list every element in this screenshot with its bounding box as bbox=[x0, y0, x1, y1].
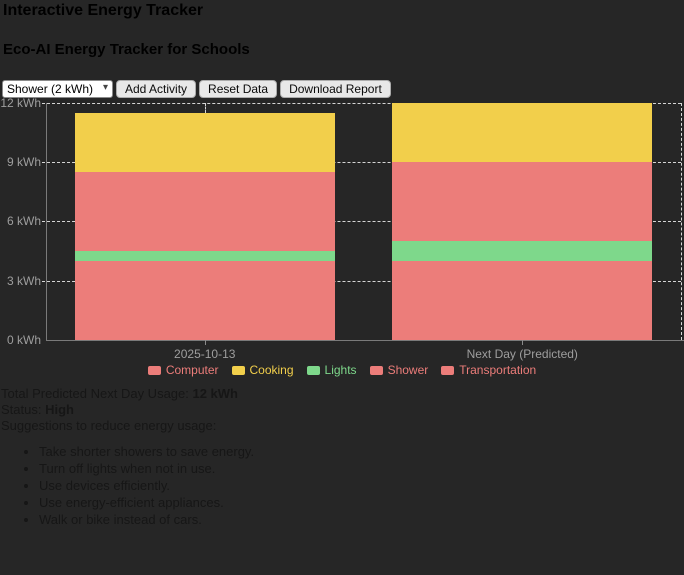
bar-segment-lights-0[interactable] bbox=[74, 251, 335, 261]
suggestion-item: Walk or bike instead of cars. bbox=[39, 511, 684, 528]
status-line: Status: High bbox=[1, 402, 684, 418]
legend-label: Lights bbox=[324, 363, 357, 377]
legend-label: Computer bbox=[165, 363, 219, 377]
suggestion-item: Turn off lights when not in use. bbox=[39, 460, 684, 477]
legend-swatch-icon bbox=[231, 365, 245, 375]
y-axis-tick-label: 6 kWh bbox=[6, 214, 41, 228]
x-axis-tick bbox=[522, 340, 524, 345]
suggestions-list: Take shorter showers to save energy. Tur… bbox=[1, 443, 684, 528]
bar-segment-transportation-1[interactable] bbox=[392, 162, 653, 202]
x-axis-line bbox=[46, 340, 684, 341]
gridline-3kwh bbox=[42, 281, 681, 282]
chart-right-border bbox=[681, 103, 682, 340]
page-title: Eco-AI Energy Tracker for Schools bbox=[3, 41, 250, 58]
reset-data-button[interactable]: Reset Data bbox=[199, 80, 278, 98]
energy-chart[interactable]: 12 kWh 9 kWh 6 kWh 3 kWh 0 kWh 2025-10-1… bbox=[0, 96, 684, 386]
bar-segment-shower-0[interactable] bbox=[74, 211, 335, 252]
bar-segment-computer-1[interactable] bbox=[392, 261, 653, 340]
legend-item-transportation[interactable]: Transportation bbox=[441, 363, 536, 377]
toolbar: Shower (2 kWh) ▾ Add Activity Reset Data… bbox=[2, 79, 684, 99]
status-value: High bbox=[45, 402, 74, 417]
gridline-12kwh bbox=[42, 103, 681, 104]
x-axis-label: Next Day (Predicted) bbox=[466, 347, 578, 361]
total-usage-label: Total Predicted Next Day Usage: bbox=[1, 386, 193, 401]
legend-swatch-icon bbox=[369, 365, 383, 375]
gridline-6kwh bbox=[42, 221, 681, 222]
add-activity-button[interactable]: Add Activity bbox=[116, 80, 197, 98]
bar-segment-transportation-0[interactable] bbox=[74, 172, 335, 212]
suggestion-item: Take shorter showers to save energy. bbox=[39, 443, 684, 460]
activity-select-wrap: Shower (2 kWh) ▾ bbox=[2, 80, 113, 98]
activity-select[interactable]: Shower (2 kWh) bbox=[2, 80, 113, 98]
legend-swatch-icon bbox=[306, 365, 320, 375]
legend-swatch-icon bbox=[147, 365, 161, 375]
legend-item-cooking[interactable]: Cooking bbox=[231, 363, 294, 377]
y-axis-tick-label: 12 kWh bbox=[0, 96, 41, 110]
chart-legend: Computer Cooking Lights Shower Transportatio… bbox=[0, 363, 684, 377]
legend-label: Transportation bbox=[459, 363, 537, 377]
summary-section: Total Predicted Next Day Usage: 12 kWh S… bbox=[1, 386, 684, 528]
suggestion-item: Use energy-efficient appliances. bbox=[39, 494, 684, 511]
gridline-9kwh bbox=[42, 162, 681, 163]
y-axis-line bbox=[46, 103, 47, 340]
category-gridline bbox=[204, 103, 206, 113]
legend-item-computer[interactable]: Computer bbox=[147, 363, 219, 377]
legend-label: Cooking bbox=[249, 363, 294, 377]
legend-swatch-icon bbox=[441, 365, 455, 375]
x-axis-tick bbox=[204, 340, 206, 345]
bar-segment-cooking-0[interactable] bbox=[74, 112, 335, 173]
bar-segment-lights-1[interactable] bbox=[392, 241, 653, 261]
bar-segment-cooking-1[interactable] bbox=[392, 103, 653, 163]
status-label: Status: bbox=[1, 402, 46, 417]
legend-item-lights[interactable]: Lights bbox=[306, 363, 357, 377]
y-axis-tick-label: 3 kWh bbox=[6, 274, 41, 288]
total-usage-line: Total Predicted Next Day Usage: 12 kWh bbox=[1, 386, 684, 402]
y-axis-tick-label: 9 kWh bbox=[6, 155, 41, 169]
bar-segment-computer-0[interactable] bbox=[74, 261, 335, 340]
suggestions-heading: Suggestions to reduce energy usage: bbox=[1, 418, 217, 433]
app-title: Interactive Energy Tracker bbox=[3, 2, 204, 19]
bar-segment-shower-1[interactable] bbox=[392, 201, 653, 242]
suggestion-item: Use devices efficiently. bbox=[39, 477, 684, 494]
x-axis-label: 2025-10-13 bbox=[174, 347, 236, 361]
total-usage-value: 12 kWh bbox=[192, 386, 238, 401]
legend-item-shower[interactable]: Shower bbox=[369, 363, 429, 377]
y-axis-tick-label: 0 kWh bbox=[6, 333, 41, 347]
legend-label: Shower bbox=[387, 363, 429, 377]
download-report-button[interactable]: Download Report bbox=[280, 80, 391, 98]
